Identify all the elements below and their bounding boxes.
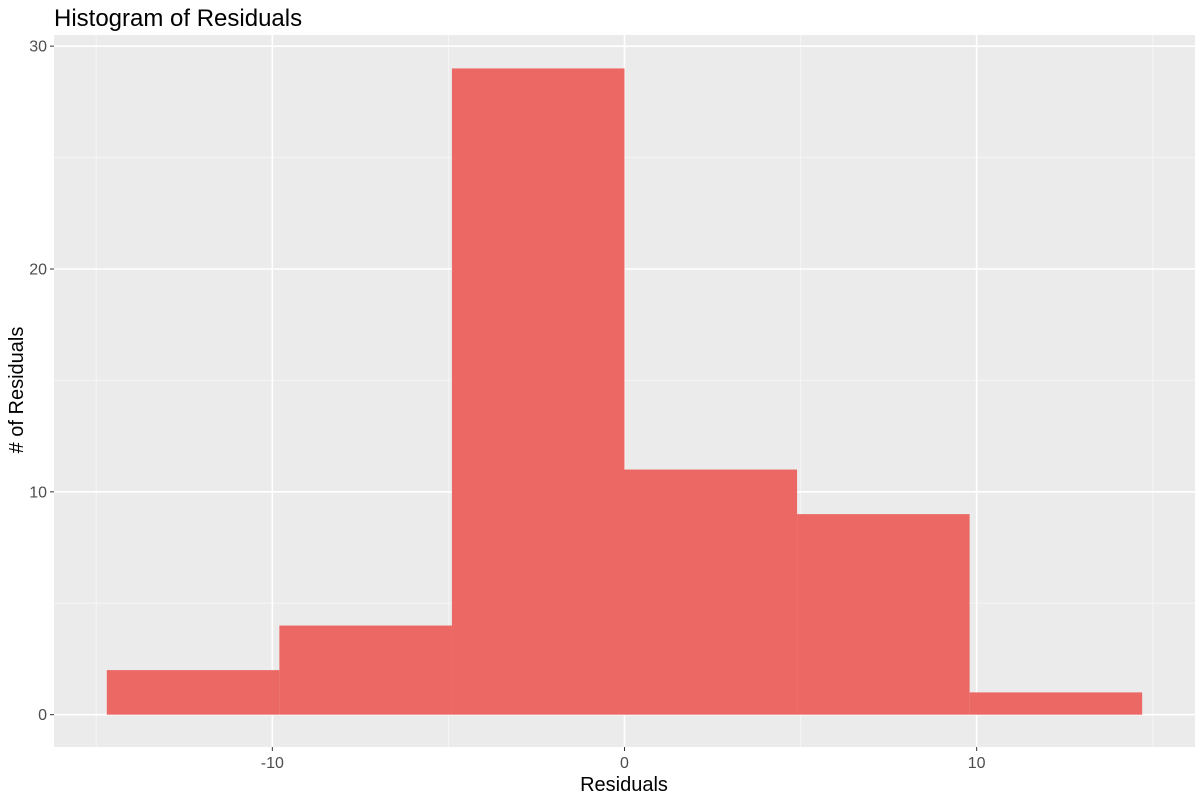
x-tick-label: -10 bbox=[261, 755, 284, 772]
y-tick-label: 20 bbox=[29, 261, 47, 278]
histogram-bar bbox=[624, 469, 798, 715]
histogram-bar bbox=[106, 670, 280, 715]
x-axis-title: Residuals bbox=[580, 774, 668, 796]
y-tick-label: 0 bbox=[38, 707, 47, 724]
histogram-bar bbox=[797, 514, 970, 715]
chart-title: Histogram of Residuals bbox=[54, 5, 302, 32]
histogram-bar bbox=[451, 68, 625, 715]
x-tick-label: 0 bbox=[620, 755, 629, 772]
histogram-bar bbox=[279, 625, 452, 715]
axis-ticks: -10 0 10 0 10 20 30 bbox=[29, 39, 985, 772]
x-tick-label: 10 bbox=[968, 755, 986, 772]
histogram-bars bbox=[106, 68, 1143, 715]
y-tick-label: 10 bbox=[29, 484, 47, 501]
y-tick-label: 30 bbox=[29, 39, 47, 56]
histogram-bar bbox=[969, 692, 1143, 715]
y-axis-title: # of Residuals bbox=[6, 327, 28, 454]
